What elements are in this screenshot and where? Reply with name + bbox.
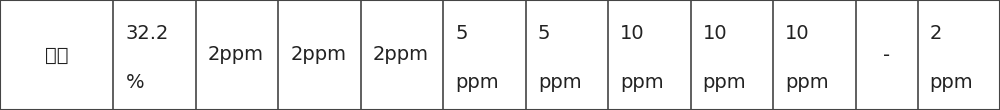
Text: %: %	[125, 73, 144, 92]
Text: ppm: ppm	[455, 73, 499, 92]
Text: ppm: ppm	[538, 73, 581, 92]
Text: 5: 5	[455, 24, 468, 42]
Text: 5: 5	[538, 24, 550, 42]
Text: 2ppm: 2ppm	[373, 46, 429, 64]
Text: 2ppm: 2ppm	[290, 46, 346, 64]
Text: ppm: ppm	[620, 73, 664, 92]
Text: ppm: ppm	[703, 73, 746, 92]
Text: ppm: ppm	[785, 73, 829, 92]
Text: 10: 10	[703, 24, 727, 42]
Text: ppm: ppm	[930, 73, 973, 92]
Text: 32.2: 32.2	[125, 24, 169, 42]
Text: 产品: 产品	[45, 46, 68, 64]
Text: 10: 10	[620, 24, 645, 42]
Text: 10: 10	[785, 24, 810, 42]
Text: 2: 2	[930, 24, 942, 42]
Text: -: -	[883, 46, 890, 64]
Text: 2ppm: 2ppm	[208, 46, 264, 64]
